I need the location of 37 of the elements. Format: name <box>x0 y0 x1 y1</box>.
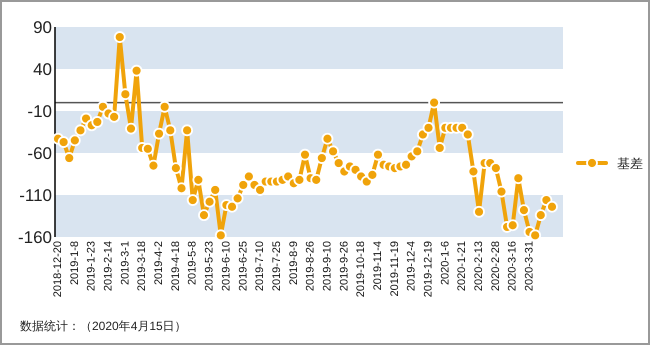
x-tick-label: 2019-6-25 <box>237 241 250 292</box>
x-tick-label: 2020-2-13 <box>473 241 486 292</box>
y-tick-label: -160 <box>18 228 52 247</box>
y-tick-label: 40 <box>33 60 52 79</box>
x-tick-label: 2019-3-1 <box>119 241 132 286</box>
x-tick-label: 2020-3-31 <box>524 241 536 292</box>
x-tick-label: 2019-10-18 <box>355 241 368 298</box>
x-tick-label: 2019-7-25 <box>270 241 283 292</box>
text: 数据统计：（2020年4月15日） <box>20 319 187 333</box>
y-tick-label: -60 <box>27 144 52 163</box>
x-tick-label: 2019-6-10 <box>220 241 232 292</box>
x-tick-label: 2019-9-26 <box>338 241 350 292</box>
y-tick-label: -10 <box>27 102 52 121</box>
x-tick-label: 2019-12-4 <box>406 241 418 292</box>
x-tick-label: 2018-12-20 <box>52 241 64 298</box>
x-tick-label: 2019-4-18 <box>170 241 182 292</box>
x-tick-label: 2019-1-8 <box>68 241 81 286</box>
x-tick-label: 2020-3-16 <box>506 241 519 292</box>
x-tick-label: 2019-8-26 <box>304 241 317 292</box>
x-tick-label: 2020-1-6 <box>439 241 452 286</box>
x-tick-label: 2020-1-21 <box>456 241 468 292</box>
x-tick-label: 2019-12-19 <box>422 241 434 298</box>
x-tick-label: 2019-3-18 <box>136 241 148 292</box>
x-tick-label: 2019-11-4 <box>372 241 384 290</box>
x-tick-label: 2019-5-23 <box>204 241 216 292</box>
x-tick-label: 2019-5-8 <box>186 241 199 286</box>
legend-label: 基差 <box>617 156 643 171</box>
x-tick-label: 2019-8-9 <box>288 241 300 286</box>
x-tick-label: 2019-11-19 <box>388 241 401 296</box>
y-tick-label: 90 <box>33 18 52 37</box>
x-tick-label: 2019-2-14 <box>102 241 115 292</box>
x-tick-label: 2019-7-10 <box>254 241 266 292</box>
x-tick-label: 2020-2-28 <box>490 241 502 292</box>
x-tick-label: 2019-4-2 <box>153 241 166 286</box>
y-tick-label: -110 <box>19 186 52 205</box>
x-tick-label: 2019-1-23 <box>86 241 98 292</box>
x-tick-label: 2019-9-10 <box>321 241 334 292</box>
